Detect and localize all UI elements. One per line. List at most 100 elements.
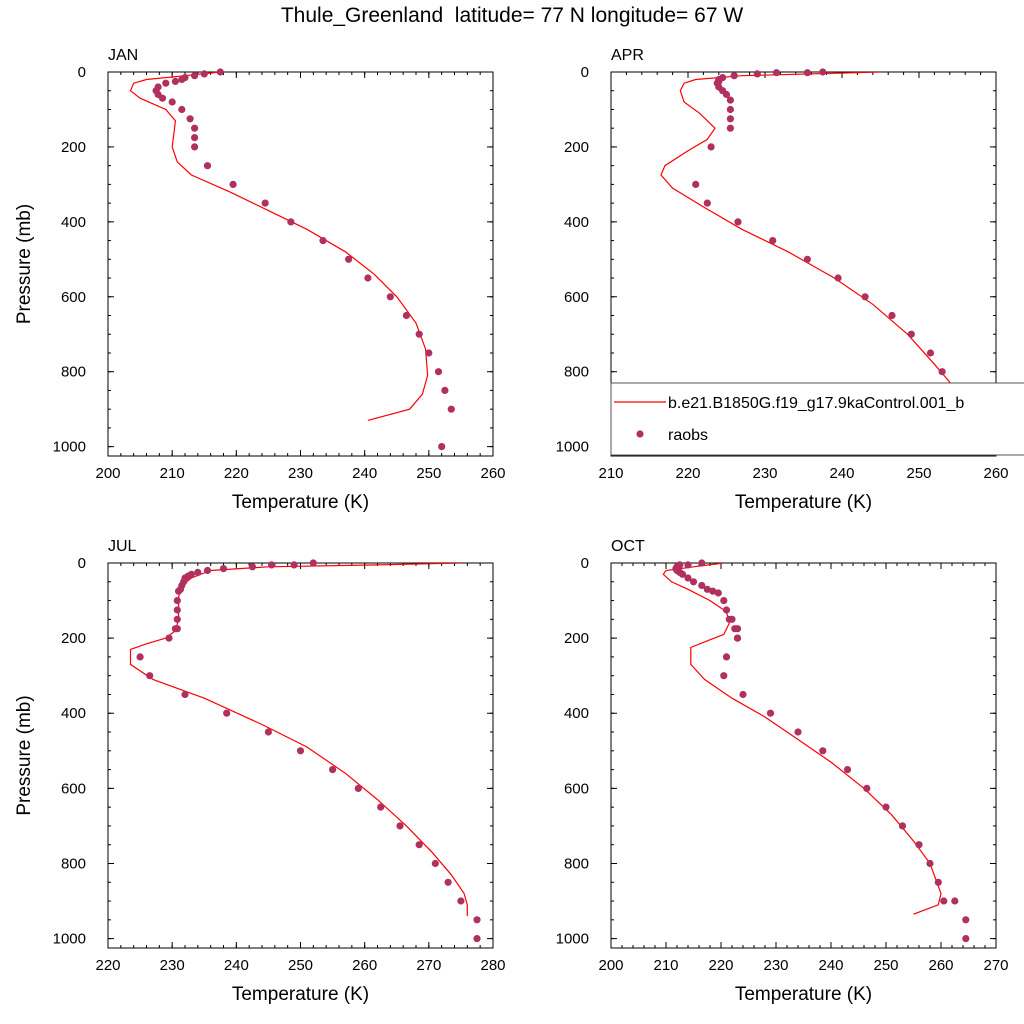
- raobs-point: [926, 859, 934, 868]
- raobs-point: [726, 105, 735, 114]
- raobs-point: [689, 578, 698, 586]
- y-tick-label: 400: [61, 705, 86, 722]
- raobs-point: [819, 68, 827, 76]
- legend-model-label: b.e21.B1850G.f19_g17.9kaControl.001_b: [668, 395, 964, 412]
- x-tick-label: 200: [598, 957, 623, 974]
- raobs-point: [287, 218, 295, 226]
- raobs-point: [162, 79, 170, 87]
- raobs-point: [171, 625, 179, 633]
- raobs-point: [345, 255, 353, 263]
- raobs-point: [794, 728, 802, 736]
- raobs-point: [692, 180, 700, 188]
- raobs-point: [938, 368, 946, 376]
- y-tick-label: 400: [61, 214, 86, 231]
- legend-box: [610, 382, 1024, 456]
- raobs-point: [819, 747, 827, 755]
- raobs-point: [178, 75, 186, 84]
- raobs-point: [834, 274, 842, 282]
- panel-label: JAN: [108, 47, 138, 64]
- raobs-point: [934, 878, 942, 886]
- y-tick-label: 800: [61, 364, 86, 381]
- raobs-point: [444, 878, 452, 886]
- y-tick-label: 1000: [53, 931, 86, 948]
- raobs-point: [698, 559, 706, 567]
- raobs-point: [457, 897, 465, 905]
- x-tick-label: 240: [352, 465, 377, 482]
- y-tick-label: 1000: [556, 931, 589, 948]
- raobs-point: [703, 199, 711, 207]
- x-tick-label: 260: [983, 465, 1008, 482]
- raobs-point: [290, 561, 298, 569]
- raobs-point: [703, 585, 711, 593]
- x-axis-title: Temperature (K): [232, 984, 369, 1005]
- chart-title: Thule_Greenland latitude= 77 N longitude…: [280, 4, 744, 27]
- raobs-point: [473, 935, 481, 943]
- raobs-point: [861, 293, 869, 301]
- x-tick-label: 210: [160, 465, 185, 482]
- raobs-point: [739, 690, 747, 699]
- raobs-point: [698, 581, 706, 590]
- raobs-point: [863, 784, 871, 793]
- raobs-point: [402, 311, 410, 320]
- plot-frame: [610, 71, 997, 457]
- raobs-point: [329, 766, 337, 774]
- raobs-point: [678, 570, 687, 578]
- raobs-point: [264, 728, 272, 736]
- raobs-point: [415, 330, 423, 338]
- x-tick-label: 270: [983, 957, 1008, 974]
- raobs-point: [354, 784, 362, 793]
- raobs-point: [438, 443, 446, 451]
- x-tick-label: 250: [906, 465, 931, 482]
- raobs-point: [720, 672, 728, 680]
- raobs-point: [447, 405, 455, 413]
- raobs-point: [191, 72, 199, 80]
- x-tick-label: 230: [160, 957, 185, 974]
- raobs-point: [309, 559, 317, 567]
- plot-frame: [610, 562, 997, 949]
- raobs-point: [734, 218, 742, 226]
- x-axis-title: Temperature (K): [735, 492, 872, 513]
- y-tick-label: 1000: [556, 439, 589, 456]
- raobs-point: [962, 935, 970, 943]
- x-tick-label: 210: [598, 465, 623, 482]
- raobs-point: [203, 162, 212, 170]
- y-tick-label: 600: [564, 780, 589, 797]
- y-tick-label: 400: [564, 705, 589, 722]
- x-tick-label: 220: [95, 957, 120, 974]
- x-tick-label: 220: [224, 465, 249, 482]
- y-tick-label: 600: [564, 289, 589, 306]
- raobs-point: [319, 237, 327, 245]
- raobs-point: [907, 330, 915, 338]
- raobs-point: [168, 98, 176, 106]
- raobs-point: [175, 587, 183, 595]
- raobs-point: [158, 94, 167, 102]
- y-tick-label: 200: [61, 630, 86, 647]
- raobs-point: [171, 77, 179, 85]
- raobs-point: [173, 597, 181, 605]
- x-tick-label: 230: [752, 465, 777, 482]
- raobs-point: [191, 143, 199, 151]
- raobs-point: [146, 672, 154, 680]
- legend-obs-label: raobs: [668, 427, 708, 444]
- y-tick-label: 400: [564, 214, 589, 231]
- x-tick-label: 240: [224, 957, 249, 974]
- x-tick-label: 210: [653, 957, 678, 974]
- y-tick-label: 1000: [53, 439, 86, 456]
- raobs-point: [229, 180, 237, 188]
- raobs-point: [248, 563, 256, 571]
- panel-label: APR: [611, 47, 644, 64]
- x-tick-label: 240: [829, 465, 854, 482]
- x-tick-label: 270: [416, 957, 441, 974]
- y-axis-title: Pressure (mb): [14, 695, 35, 815]
- raobs-point: [415, 841, 423, 849]
- x-axis-title: Temperature (K): [735, 984, 872, 1005]
- plot-frame: [107, 71, 494, 457]
- panel-oct: 200 210 220 230 240 250 260 270 0 200 400 600 800 100…: [556, 538, 1009, 1005]
- y-tick-label: 0: [581, 64, 589, 81]
- raobs-point: [722, 606, 731, 614]
- raobs-point: [926, 349, 935, 357]
- raobs-point: [194, 568, 202, 577]
- raobs-point: [136, 653, 144, 661]
- raobs-point: [473, 916, 481, 924]
